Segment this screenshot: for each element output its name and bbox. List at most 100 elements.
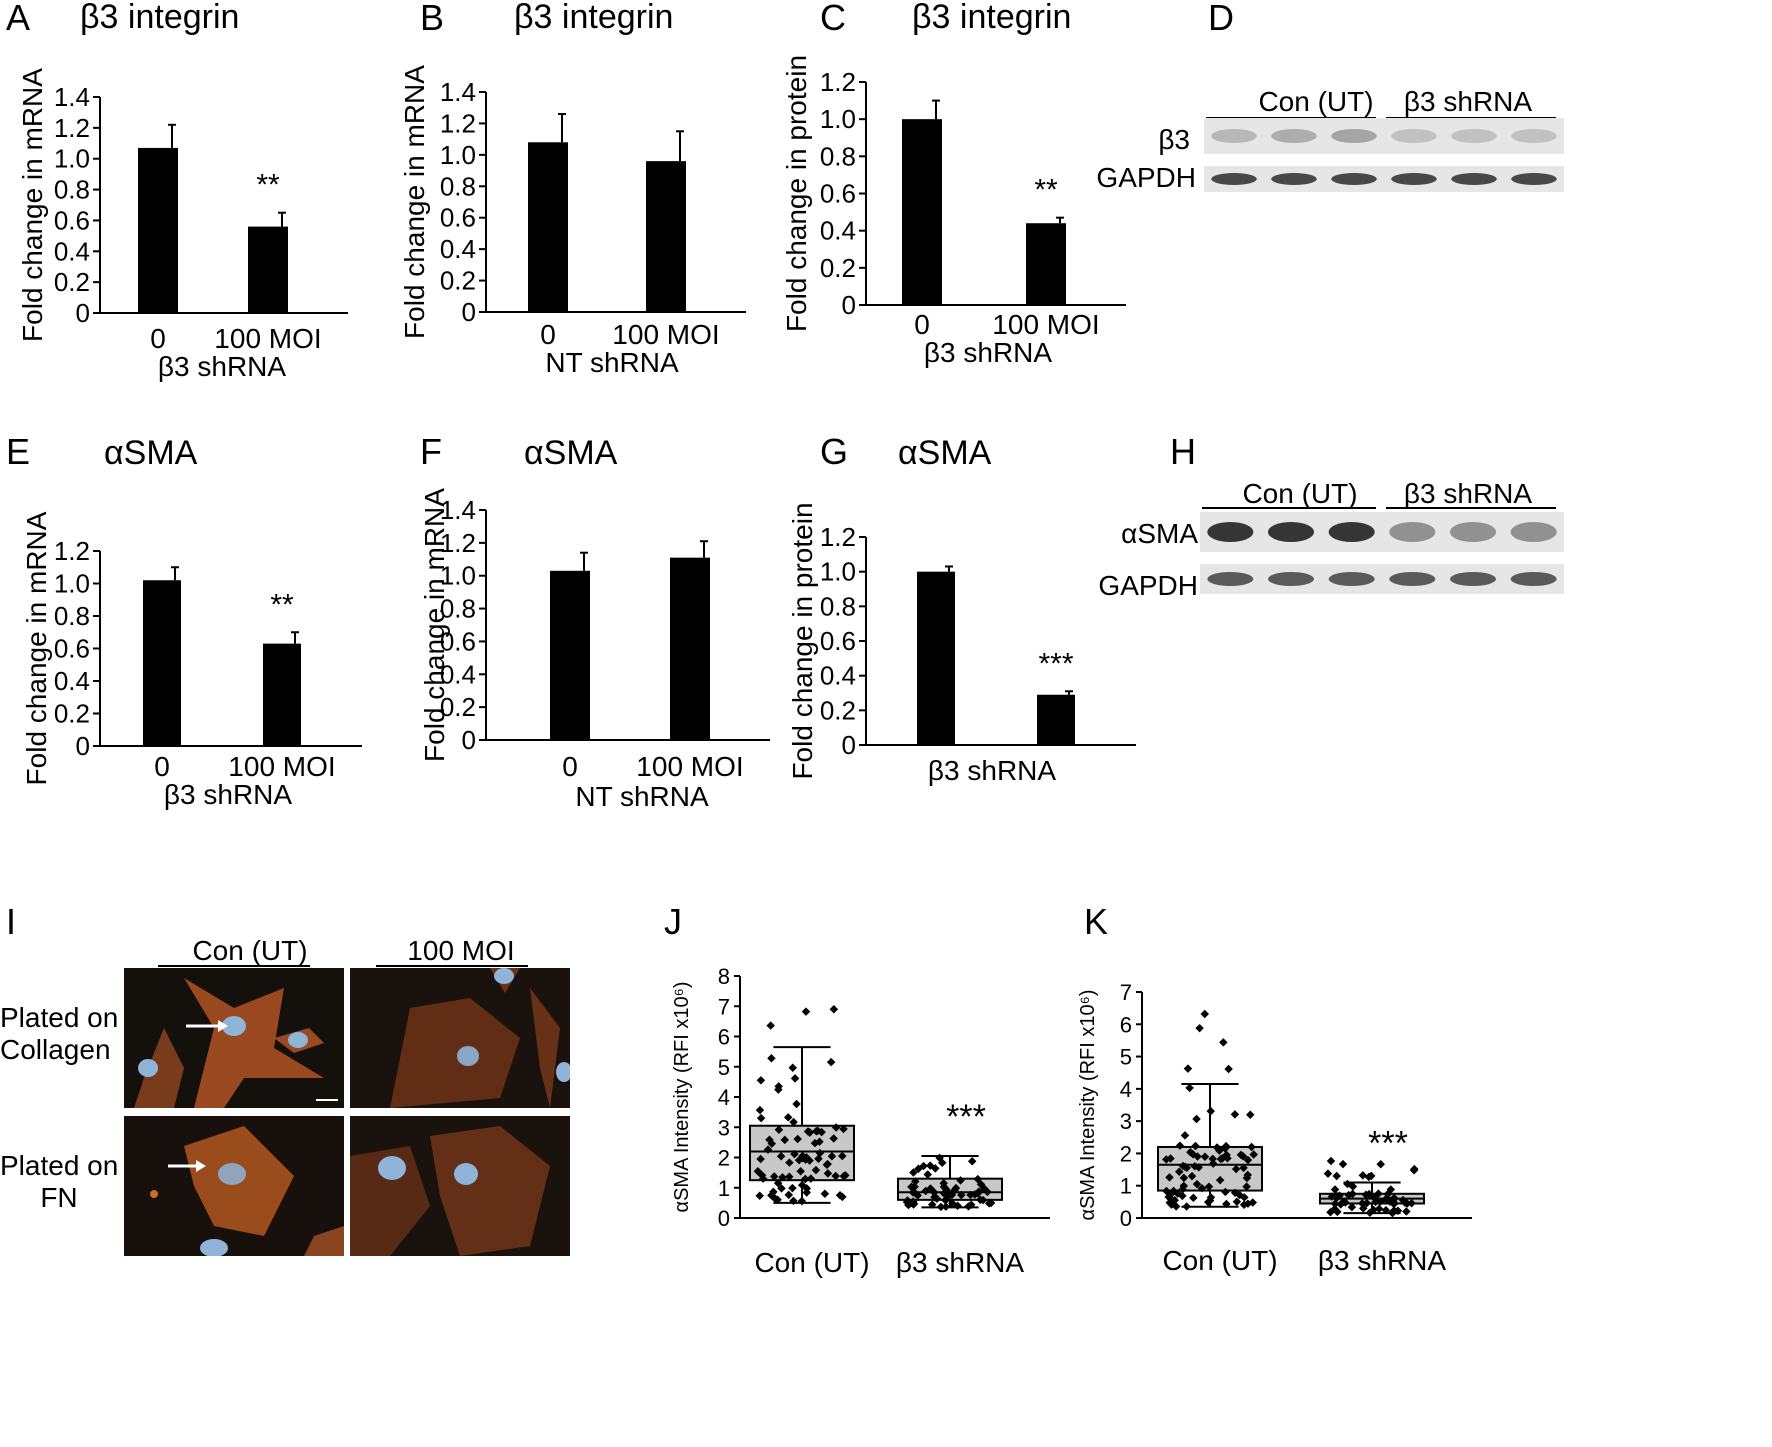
chart-k-data-point [1167,1195,1176,1204]
chart-e-category-label: 0 [154,751,170,782]
blot-d-band [1511,129,1557,143]
micrograph-moi-fn [350,1116,570,1256]
chart-k-data-point [1205,1196,1215,1205]
blot-h-strip [1200,512,1564,552]
blot-h-band [1389,572,1436,586]
micrograph-con-collagen [124,968,344,1108]
chart-b-category-label: 100 MOI [612,319,719,350]
blot-d-band [1271,129,1317,143]
chart-k-data-point [1382,1195,1391,1205]
panel-label-d: D [1208,0,1234,38]
blot-d-band [1451,173,1497,185]
chart-k-data-point [1180,1131,1190,1140]
chart-j-data-point [784,1190,793,1200]
chart-j-data-point [967,1156,977,1166]
blot-d-group-con: Con (UT) [1258,86,1374,117]
chart-k-data-point [1166,1154,1175,1163]
chart-k-data-point [1179,1173,1189,1183]
blot-d-strip [1204,166,1564,192]
chart-k-data-point [1388,1208,1397,1218]
chart-j-data-point [753,1166,763,1176]
chart-k-data-point [1185,1083,1194,1093]
chart-j-data-point [936,1202,946,1212]
chart-j-data-point [801,1007,811,1016]
chart-a-ytick-label: 1.0 [54,144,90,174]
chart-a-bar [248,226,288,313]
chart-f-ytick-label: 1.0 [440,561,476,591]
chart-j-data-point [820,1189,830,1199]
chart-j-data-point [823,1159,832,1169]
blot-h-row-asma: αSMA [1121,518,1198,549]
chart-j-data-point [773,1178,783,1188]
chart-f-ytick-label: 0.2 [440,692,476,722]
chart-k-significance: *** [1368,1124,1408,1162]
chart-j-data-point [756,1154,765,1164]
chart-k-data-point [1347,1202,1357,1212]
chart-j-data-point [758,1174,768,1183]
chart-j-data-point [941,1195,950,1205]
chart-k-data-point [1173,1189,1182,1198]
title-b: β3 integrin [514,0,674,36]
micrograph-con-fn [124,1116,344,1256]
chart-j-data-point [973,1174,983,1184]
micro-col-moi: 100 MOI [407,935,515,966]
chart-k-data-point [1247,1142,1256,1152]
blot-d-row-b3: β3 [1158,124,1190,155]
blot-h-band [1510,522,1557,542]
chart-b-bar [646,161,686,312]
chart-k-ytick-label: 5 [1120,1045,1132,1070]
chart-k-data-point [1192,1114,1201,1124]
chart-j-data-point [966,1200,976,1209]
chart-k-data-point [1361,1190,1371,1199]
blot-h-strip [1200,564,1564,594]
chart-j-data-point [831,1123,841,1132]
chart-j-ytick-label: 6 [718,1025,730,1050]
chart-b-category-label: 0 [540,319,556,350]
chart-g-group-label: β3 shRNA [928,755,1056,786]
chart-k-data-point [1348,1182,1358,1191]
title-a: β3 integrin [80,0,240,36]
chart-k-data-point [1369,1205,1378,1215]
chart-j-data-point [766,1021,775,1030]
chart-j-data-point [939,1178,948,1188]
chart-a-category-label: 100 MOI [214,323,321,354]
micro-row2-line2: FN [40,1182,78,1213]
blot-h-band [1510,572,1557,586]
chart-j-data-point [790,1074,800,1083]
panel-label-i: I [6,901,17,942]
panel-label-a: A [6,0,31,38]
panel-label-f: F [420,431,442,472]
chart-j-data-point [815,1148,825,1158]
chart-b-ytick-label: 0.4 [440,234,476,264]
chart-j-data-point [931,1164,940,1173]
chart-j-significance: *** [946,1098,986,1136]
chart-k-data-point [1330,1185,1340,1194]
chart-k-data-point [1192,1179,1202,1189]
chart-j-data-point [756,1113,766,1123]
chart-k-data-point [1193,1152,1202,1161]
chart-k-data-point [1243,1155,1253,1165]
chart-j-ytick-label: 8 [718,964,730,989]
panel-label-k: K [1084,901,1109,942]
chart-j-data-point [811,1165,821,1175]
chart-k-data-point [1194,1163,1203,1172]
chart-f-category-label: 0 [562,751,578,782]
chart-k-data-point [1327,1192,1337,1201]
chart-k-data-point [1381,1205,1391,1215]
chart-j-data-point [771,1194,780,1204]
blot-h-band [1328,572,1375,586]
chart-k-data-point [1165,1173,1174,1182]
chart-k-data-point [1183,1064,1193,1073]
chart-j-data-point [788,1183,797,1193]
chart-b-ylabel: Fold change in mRNA [399,65,430,339]
chart-k-data-point [1179,1181,1189,1191]
chart-j-data-point [911,1177,920,1186]
chart-k-data-point [1374,1204,1384,1214]
chart-c-category-label: 0 [914,309,930,340]
chart-a-ytick-label: 0.8 [54,175,90,205]
title-c: β3 integrin [912,0,1072,36]
chart-k-data-point [1200,1009,1209,1019]
chart-k-ytick-label: 4 [1120,1077,1132,1102]
chart-k-data-point [1216,1154,1226,1164]
chart-f-bar [670,557,710,740]
